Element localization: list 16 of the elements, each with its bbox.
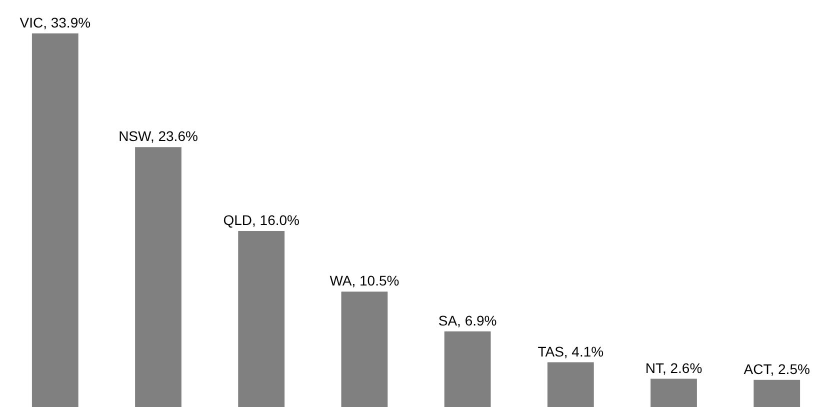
bar (547, 362, 594, 407)
bar (341, 292, 388, 407)
data-label: VIC, 33.9% (20, 14, 91, 30)
data-label: SA, 6.9% (438, 312, 497, 328)
bar (135, 147, 182, 407)
bar (444, 331, 491, 407)
data-label: TAS, 4.1% (538, 343, 604, 360)
bar (32, 33, 78, 407)
data-label: ACT, 2.5% (744, 360, 810, 377)
data-label: NSW, 23.6% (118, 128, 198, 144)
data-label: WA, 10.5% (330, 272, 400, 289)
bar (754, 380, 800, 407)
data-label: NT, 2.6% (645, 360, 702, 376)
bar (650, 378, 697, 407)
data-label: QLD, 16.0% (223, 212, 300, 228)
bar (238, 230, 285, 407)
